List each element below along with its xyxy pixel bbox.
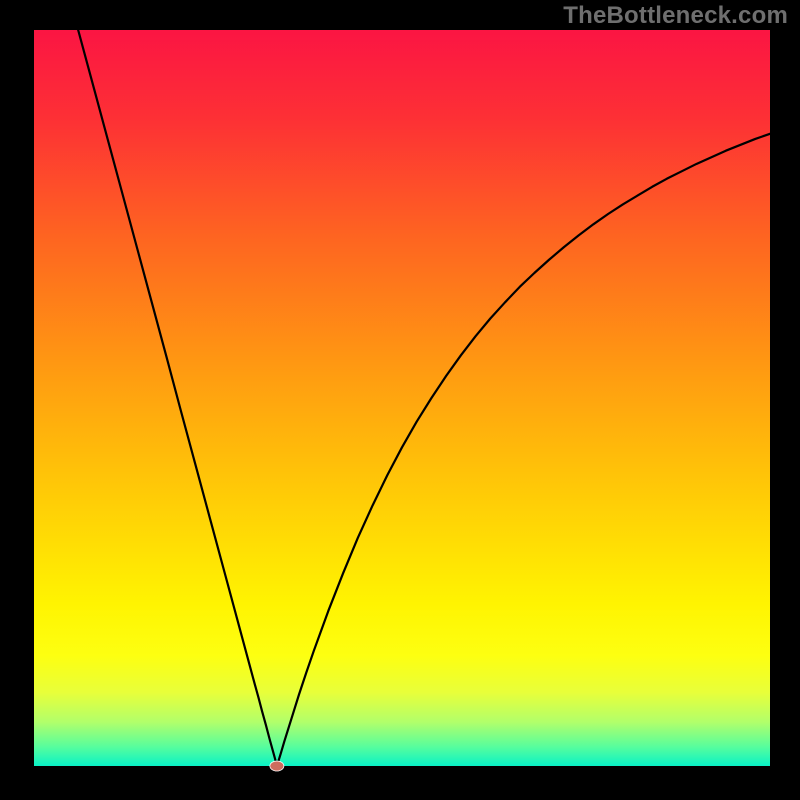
minimum-marker: [270, 761, 284, 771]
plot-gradient-background: [34, 30, 770, 766]
watermark-text: TheBottleneck.com: [563, 2, 788, 30]
chart-frame: TheBottleneck.com: [0, 0, 800, 800]
bottleneck-chart: [0, 0, 800, 800]
